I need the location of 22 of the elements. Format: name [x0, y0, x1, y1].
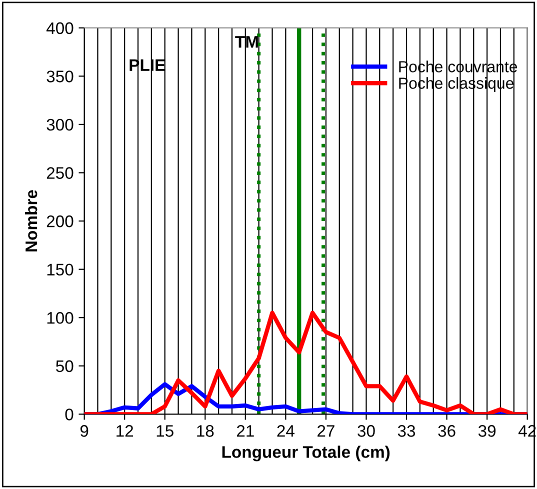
y-tick-label: 200 [46, 215, 74, 228]
x-tick-label: 21 [236, 425, 254, 437]
y-tick-label: 0 [65, 408, 74, 420]
x-tick-label: 15 [156, 425, 174, 437]
y-tick-label: 150 [47, 264, 74, 276]
y-tick-label: 250 [46, 167, 74, 179]
y-tick-label: 300 [46, 118, 74, 131]
y-tick-label: 50 [56, 360, 74, 372]
x-tick-label: 39 [478, 425, 496, 437]
y-tick-label: 100 [47, 312, 74, 324]
x-tick-label: 9 [80, 425, 88, 437]
x-tick-label: 18 [197, 425, 214, 437]
x-axis-title: Longueur Totale (cm) [222, 446, 390, 462]
y-tick-label: 400 [46, 22, 74, 34]
x-tick-label: 12 [116, 425, 134, 437]
x-tick-label: 27 [318, 425, 334, 437]
x-tick-label: 33 [398, 425, 416, 437]
y-axis-title: Nombre [24, 190, 38, 252]
y-tick-label: 350 [46, 70, 74, 82]
x-tick-label: 24 [277, 425, 294, 437]
x-tick-label: 30 [358, 425, 375, 437]
x-tick-label: 36 [438, 425, 456, 437]
